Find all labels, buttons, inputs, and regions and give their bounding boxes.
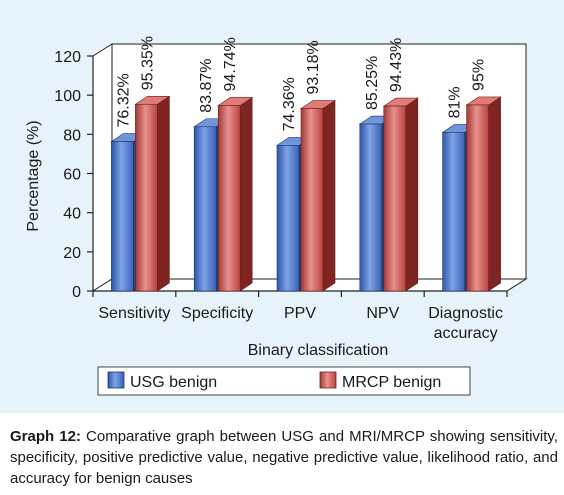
y-tick-label: 20 [63,245,81,262]
data-label: 94.43% [388,38,405,92]
caption-text: Comparative graph between USG and MRI/MR… [10,428,558,487]
data-label: 76.32% [115,73,132,127]
data-label: 74.36% [281,77,298,131]
side-wall [92,43,113,292]
y-tick-label: 100 [54,88,81,105]
x-tick-label: Specificity [181,305,253,322]
x-axis-label: Binary classification [248,342,389,359]
bar-mrcp [134,95,171,292]
x-tick-label: PPV [284,305,316,322]
legend-box [97,366,471,396]
chart-figure: 0 20 40 60 80 100 120 Sensitivity Specificity PPV… [0,0,564,413]
y-tick-label: 40 [63,206,81,223]
legend-swatch [319,371,337,389]
y-tick-label: 0 [72,284,81,301]
data-label: 83.87% [198,58,215,112]
data-label: 85.25% [364,56,381,110]
data-label: 95.35% [139,36,156,90]
figure-caption: Graph 12: Comparative graph between USG … [10,426,558,489]
y-tick-label: 120 [54,49,81,66]
bar-mrcp [300,99,336,292]
bar-mrcp [217,96,254,292]
legend: USG benign MRCP benign [97,366,471,396]
legend-label: MRCP benign [342,374,441,391]
legend-swatch [107,371,125,389]
data-label: 93.18% [305,40,322,94]
y-tick-label: 60 [63,167,81,184]
data-label: 95% [471,59,488,91]
y-axis-label: Percentage (%) [25,120,42,231]
x-tick-label: Sensitivity [98,305,170,322]
x-tick-label: NPV [366,305,399,322]
bar-mrcp [465,96,502,292]
legend-label: USG benign [130,374,217,391]
bar-mrcp [382,97,419,292]
caption-label: Graph 12: [10,428,81,445]
y-tick-label: 80 [63,127,81,144]
bar-chart: 0 20 40 60 80 100 120 Sensitivity Specificity PPV… [25,36,528,396]
x-tick-label: Diagnostic accuracy [428,305,503,342]
data-label: 81% [447,86,464,118]
data-label: 94.74% [222,37,239,91]
